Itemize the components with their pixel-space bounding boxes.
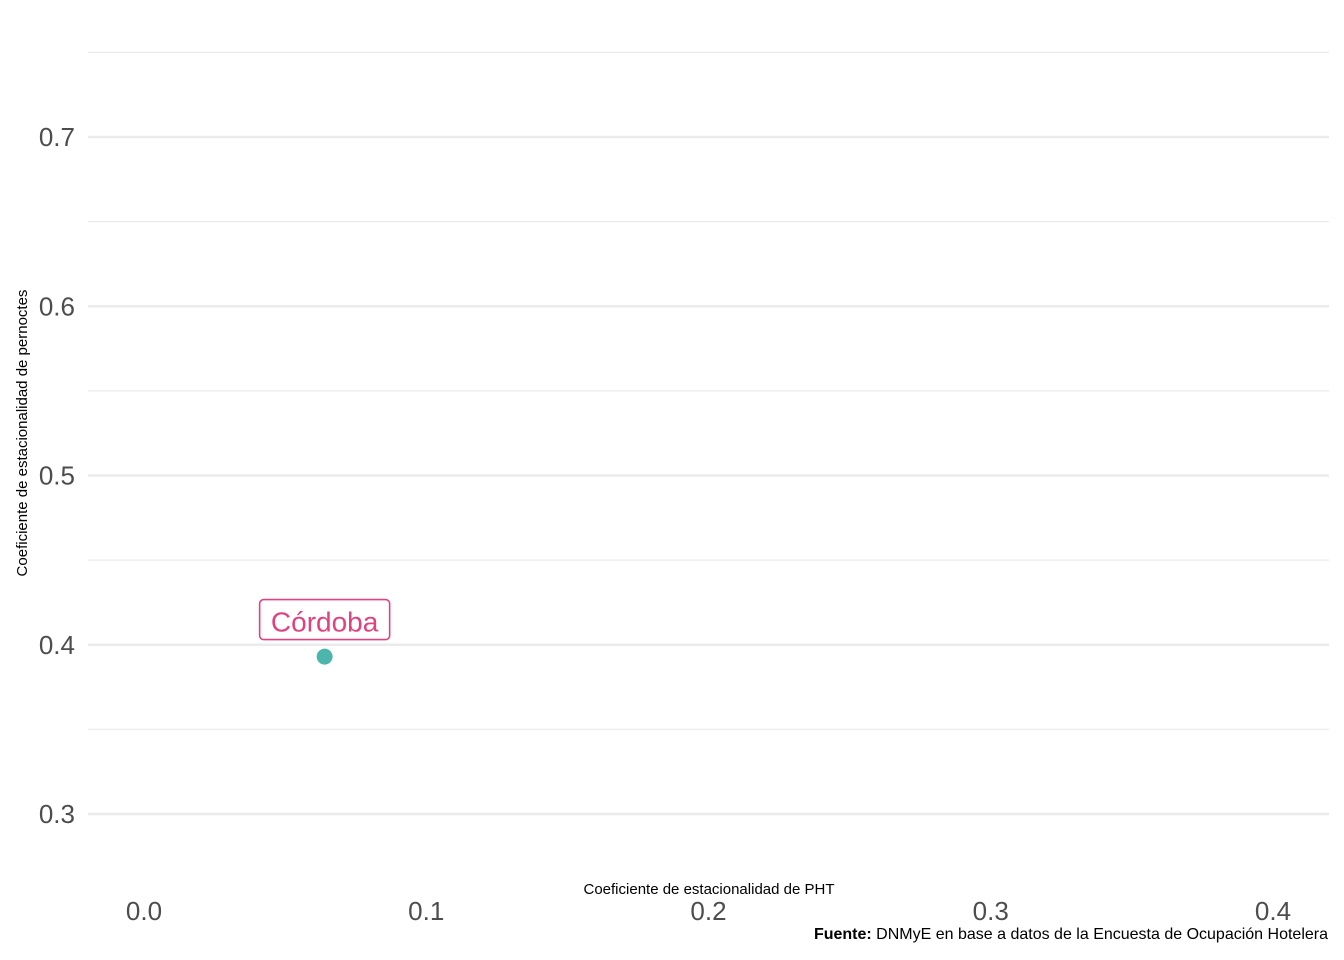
data-points: Córdoba — [258, 598, 391, 665]
y-tick-label-2: 0.5 — [39, 461, 75, 491]
source-caption-bold: Fuente: — [813, 926, 872, 943]
x-tick-label-3: 0.3 — [973, 896, 1009, 926]
x-tick-labels: 0.0 0.1 0.2 0.3 0.4 — [126, 896, 1291, 926]
y-tick-label-3: 0.6 — [39, 291, 75, 321]
grid-lines — [88, 51, 1329, 816]
y-tick-labels: 0.3 0.4 0.5 0.6 0.7 — [39, 122, 75, 829]
x-tick-label-4: 0.4 — [1255, 896, 1291, 926]
y-tick-label-4: 0.7 — [39, 122, 75, 152]
point-label-0: Córdoba — [271, 607, 379, 638]
y-tick-label-1: 0.4 — [39, 630, 75, 660]
source-caption-text: DNMyE en base a datos de la Encuesta de … — [871, 926, 1328, 943]
x-tick-label-2: 0.2 — [690, 896, 726, 926]
x-axis-title: Coeficiente de estacionalidad de PHT — [584, 881, 835, 898]
data-point-0 — [316, 648, 333, 665]
y-axis-title: Coeficiente de estacionalidad de pernoct… — [14, 290, 31, 577]
x-tick-label-1: 0.1 — [408, 896, 444, 926]
y-tick-label-0: 0.3 — [39, 799, 75, 829]
source-caption: Fuente: DNMyE en base a datos de la Encu… — [814, 926, 1328, 944]
x-tick-label-0: 0.0 — [126, 896, 162, 926]
point-label-box-0 — [258, 598, 391, 641]
